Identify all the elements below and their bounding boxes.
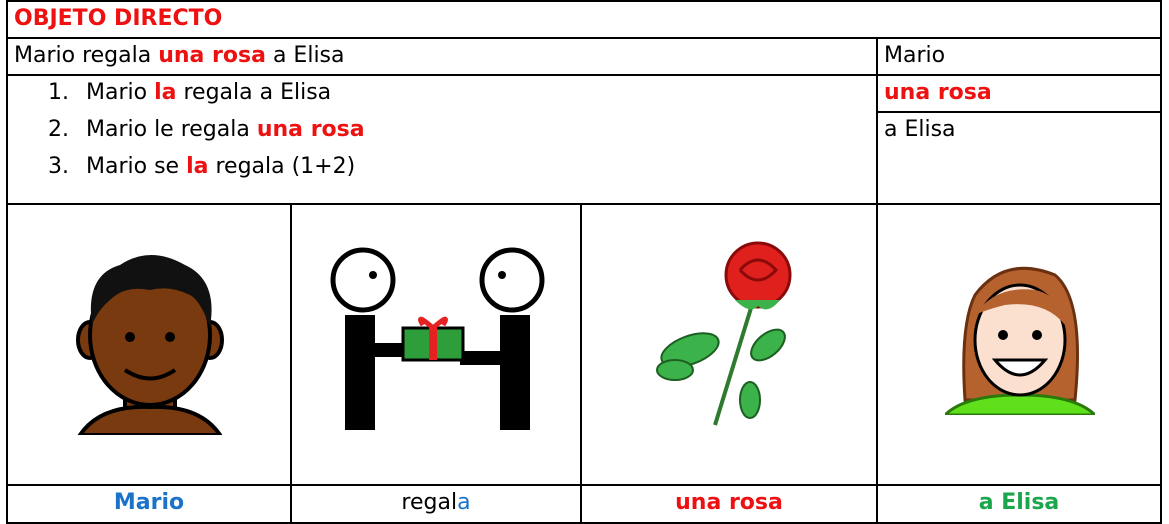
list-part: Mario le regala	[86, 117, 250, 142]
label-cell: una rosa	[580, 484, 878, 524]
list-number: 3.	[48, 154, 69, 179]
list-part: Mario	[86, 80, 148, 105]
label: regal	[401, 490, 458, 515]
label-cell: regala	[290, 484, 582, 524]
list-cell: 1. Mario la regala a Elisa 2. Mario le reg…	[6, 74, 878, 205]
label-cell: Mario	[6, 484, 292, 524]
list-highlight: la	[186, 154, 209, 179]
list-number: 1.	[48, 80, 69, 105]
title-cell: OBJETO DIRECTO	[6, 0, 1162, 39]
list-part: regala a Elisa	[183, 80, 332, 105]
role: una rosa	[884, 80, 992, 105]
role: a Elisa	[884, 117, 956, 142]
role-cell: Mario	[876, 37, 1162, 76]
sentence-highlight: una rosa	[158, 43, 266, 68]
label-cell: a Elisa	[876, 484, 1162, 524]
label-ending: a	[457, 490, 471, 515]
role: Mario	[884, 43, 946, 68]
list-part: Mario se	[86, 154, 180, 179]
sentence-part: Mario regala	[14, 43, 152, 68]
list-highlight: la	[154, 80, 177, 105]
role-cell: a Elisa	[876, 111, 1162, 205]
role-cell: una rosa	[876, 74, 1162, 113]
list-item: 3. Mario se la regala (1+2)	[48, 150, 355, 183]
label: una rosa	[675, 490, 783, 515]
list-item: 1. Mario la regala a Elisa	[48, 76, 331, 109]
label: Mario	[113, 490, 185, 515]
sentence-part: a Elisa	[272, 43, 345, 68]
regala-pictogram	[330, 247, 545, 430]
label: a Elisa	[978, 490, 1060, 515]
document: OBJETO DIRECTO Mario regala una rosa a E…	[6, 0, 1162, 524]
list-highlight: una rosa	[256, 117, 365, 142]
list-number: 2.	[48, 117, 69, 142]
title: OBJETO DIRECTO	[14, 6, 223, 31]
sentence-cell: Mario regala una rosa a Elisa	[6, 37, 878, 76]
mario-pictogram	[76, 255, 224, 435]
list-item: 2. Mario le regala una rosa	[48, 113, 365, 146]
elisa-pictogram	[945, 266, 1095, 415]
list-part: regala (1+2)	[215, 154, 356, 179]
rosa-pictogram	[656, 241, 792, 426]
